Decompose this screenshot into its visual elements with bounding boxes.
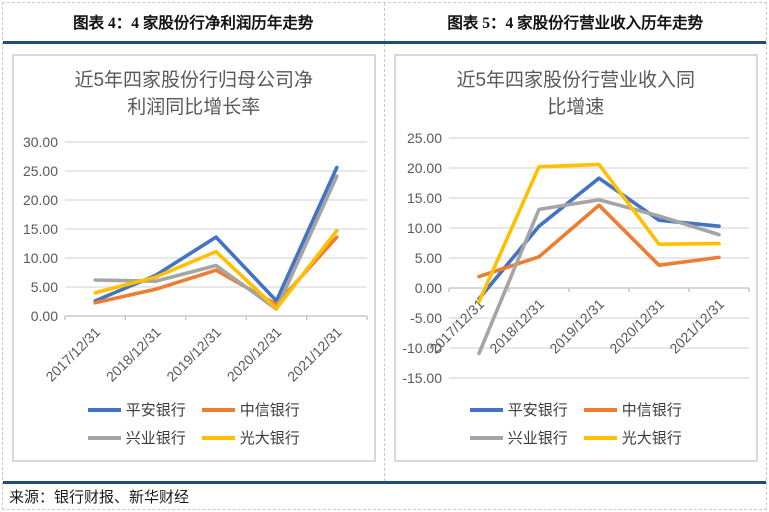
y-tick-label: 5.00 (415, 250, 442, 266)
net-profit-chart: 近5年四家股份行归母公司净利润同比增长率 30.00 25.00 20.00 15.0… (12, 54, 376, 462)
legend-swatch-citic-bank (201, 407, 235, 412)
series-line-citic-bank (476, 203, 721, 279)
chart-legend: 平安银行 中信银行兴业银行 光大银行 (64, 399, 324, 448)
y-tick-label: -10.00 (402, 340, 442, 356)
y-tick-label: 15.00 (407, 190, 442, 206)
y-tick-label: -5.00 (410, 310, 442, 326)
y-tick-label: 5.00 (31, 279, 58, 295)
x-tick-label: 2020/12/31 (223, 324, 284, 385)
legend-label: 中信银行 (239, 402, 300, 419)
chart-legend: 平安银行 中信银行兴业银行 光大银行 (446, 399, 706, 448)
legend-label: 中信银行 (621, 402, 682, 419)
y-tick-label: 30.00 (23, 134, 58, 150)
source-note: 来源：银行财报、新华财经 (9, 490, 190, 506)
legend-item-cib-bank: 兴业银行 (469, 427, 568, 448)
legend-swatch-pingan-bank (87, 407, 121, 412)
series-line-pingan-bank (476, 176, 721, 301)
chart-title: 近5年四家股份行营业收入同比增速 (456, 70, 696, 118)
y-tick-label: 0.00 (31, 308, 58, 324)
legend-swatch-ceb-bank (201, 435, 235, 440)
revenue-chart-plot: 25.00 20.00 15.00 10.00 5.00 0.00 -5.00 -10.00 -… (402, 130, 750, 386)
legend-item-ceb-bank: 光大银行 (583, 427, 682, 448)
y-tick-label: 20.00 (23, 192, 58, 208)
y-tick-label: 0.00 (415, 280, 442, 296)
legend-label: 光大银行 (239, 430, 300, 447)
net-profit-chart-cell: 近5年四家股份行归母公司净利润同比增长率 30.00 25.00 20.00 15.0… (3, 44, 385, 481)
y-tick-label: 10.00 (23, 250, 58, 266)
legend-swatch-cib-bank (469, 435, 503, 440)
chart-title: 近5年四家股份行归母公司净利润同比增长率 (74, 70, 314, 118)
legend-label: 平安银行 (125, 402, 186, 419)
series-line-cib-bank (93, 174, 339, 311)
x-tick-label: 2018/12/31 (103, 324, 164, 385)
legend-item-pingan-bank: 平安银行 (87, 399, 186, 420)
y-tick-label: 15.00 (23, 221, 58, 237)
legend-item-ceb-bank: 光大银行 (201, 427, 300, 448)
series-line-ceb-bank (93, 228, 339, 311)
series-line-ceb-bank (476, 162, 721, 304)
charts-row: 近5年四家股份行归母公司净利润同比增长率 30.00 25.00 20.00 15.0… (3, 44, 766, 481)
y-tick-label: 25.00 (407, 130, 442, 146)
x-tick-label: 2019/12/31 (163, 324, 224, 385)
legend-item-citic-bank: 中信银行 (201, 399, 300, 420)
legend-item-citic-bank: 中信银行 (583, 399, 682, 420)
x-tick-label: 2017/12/31 (42, 324, 103, 385)
legend-swatch-cib-bank (87, 435, 121, 440)
figure-4-header: 图表 4：4 家股份行净利润历年走势 (3, 3, 385, 41)
legend-label: 兴业银行 (125, 430, 186, 447)
legend-swatch-citic-bank (583, 407, 617, 412)
series-line-cib-bank (476, 197, 721, 356)
y-tick-label: 10.00 (407, 220, 442, 236)
y-tick-label: 20.00 (407, 160, 442, 176)
legend-item-cib-bank: 兴业银行 (87, 427, 186, 448)
source-row: 来源：银行财报、新华财经 (3, 481, 766, 509)
legend-swatch-ceb-bank (583, 435, 617, 440)
net-profit-chart-plot: 30.00 25.00 20.00 15.00 10.00 5.00 0.002017/12… (23, 134, 368, 385)
revenue-chart-cell: 近5年四家股份行营业收入同比增速 25.00 20.00 15.00 10.00 5.0… (385, 44, 767, 481)
figure-5-header: 图表 5：4 家股份行营业收入历年走势 (447, 15, 704, 32)
legend-label: 兴业银行 (507, 430, 568, 447)
x-tick-label: 2021/12/31 (284, 324, 345, 385)
revenue-chart: 近5年四家股份行营业收入同比增速 25.00 20.00 15.00 10.00 5.0… (393, 54, 758, 462)
figure-header-row: 图表 4：4 家股份行净利润历年走势 图表 5：4 家股份行营业收入历年走势 (3, 3, 766, 44)
legend-item-pingan-bank: 平安银行 (469, 399, 568, 420)
legend-swatch-pingan-bank (469, 407, 503, 412)
legend-label: 光大银行 (621, 430, 682, 447)
y-tick-label: 25.00 (23, 163, 58, 179)
y-tick-label: -15.00 (402, 370, 442, 386)
legend-label: 平安银行 (507, 402, 568, 419)
